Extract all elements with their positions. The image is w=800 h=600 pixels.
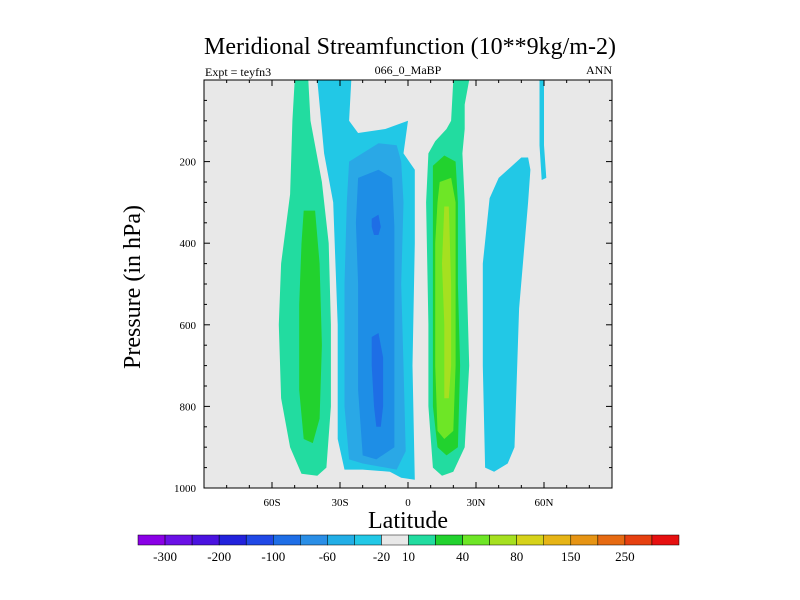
colorbar-swatch <box>408 534 436 546</box>
contour-sh-hadley-core-upper <box>371 214 381 235</box>
y-tick-label: 200 <box>180 157 197 169</box>
x-tick-label: 0 <box>405 497 411 509</box>
plot-area <box>203 79 613 489</box>
colorbar-label: 150 <box>561 549 581 564</box>
colorbar-swatch <box>516 534 545 546</box>
colorbar-swatch <box>273 534 301 546</box>
y-tick-label: 400 <box>180 238 197 250</box>
y-tick-label: 800 <box>180 401 197 413</box>
plot-frame <box>203 79 613 489</box>
colorbar-swatch <box>381 534 409 546</box>
x-tick-label: 60S <box>263 497 280 509</box>
contour-sh-ferrel-core <box>299 210 322 444</box>
colorbar-swatch <box>191 534 220 546</box>
colorbar-swatch <box>543 534 572 546</box>
colorbar-label: -60 <box>319 549 336 564</box>
colorbar-swatch <box>597 534 626 546</box>
colorbar-swatch <box>354 534 382 546</box>
y-tick-label: 600 <box>180 320 197 332</box>
x-tick-label: 60N <box>535 497 554 509</box>
x-tick-label: 30N <box>467 497 486 509</box>
contour-sh-hadley-inner <box>355 169 395 460</box>
colorbar-label: 40 <box>456 549 469 564</box>
colorbar-swatch <box>300 534 328 546</box>
colorbar-swatch <box>570 534 599 546</box>
season-label: ANN <box>586 63 612 77</box>
colorbar-swatch <box>489 534 517 546</box>
colorbar-label: -20 <box>373 549 390 564</box>
colorbar-swatch <box>245 534 274 546</box>
colorbar-labels: -300 -200 -100 -60 -20 10 40 80 150 250 <box>153 549 634 564</box>
colorbar-swatch <box>218 534 247 546</box>
x-axis-label: Latitude <box>368 508 448 534</box>
contour-nh-hadley-core <box>442 206 452 399</box>
contour-fills <box>278 80 547 480</box>
colorbar-swatch <box>462 534 490 546</box>
colorbar-label: 10 <box>402 549 415 564</box>
y-tick-label: 1000 <box>174 483 197 495</box>
y-axis-label: Pressure (in hPa) <box>120 205 146 369</box>
contour-nh-upper-strip <box>539 80 547 180</box>
colorbar-swatch <box>651 534 680 546</box>
colorbar-label: -100 <box>261 549 285 564</box>
x-tick-labels: 60S 30S 0 30N 60N <box>263 497 553 509</box>
colorbar-swatch <box>137 534 166 546</box>
colorbar-swatch <box>164 534 193 546</box>
colorbar-swatch <box>435 534 463 546</box>
contour-nh-ferrel-outer <box>482 157 531 472</box>
period-label: 066_0_MaBP <box>375 63 442 77</box>
x-tick-label: 30S <box>331 497 348 509</box>
experiment-label: Expt = teyfn3 <box>205 65 271 79</box>
y-tick-labels: 200 400 600 800 1000 <box>174 157 197 495</box>
colorbar-label: -200 <box>207 549 231 564</box>
chart-title: Meridional Streamfunction (10**9kg/m-2) <box>204 34 616 60</box>
colorbar-swatch <box>624 534 653 546</box>
contour-sh-hadley-core-lower <box>371 333 384 427</box>
colorbar-label: 80 <box>510 549 523 564</box>
colorbar <box>137 534 680 546</box>
colorbar-label: 250 <box>615 549 635 564</box>
colorbar-swatch <box>327 534 355 546</box>
colorbar-label: -300 <box>153 549 177 564</box>
